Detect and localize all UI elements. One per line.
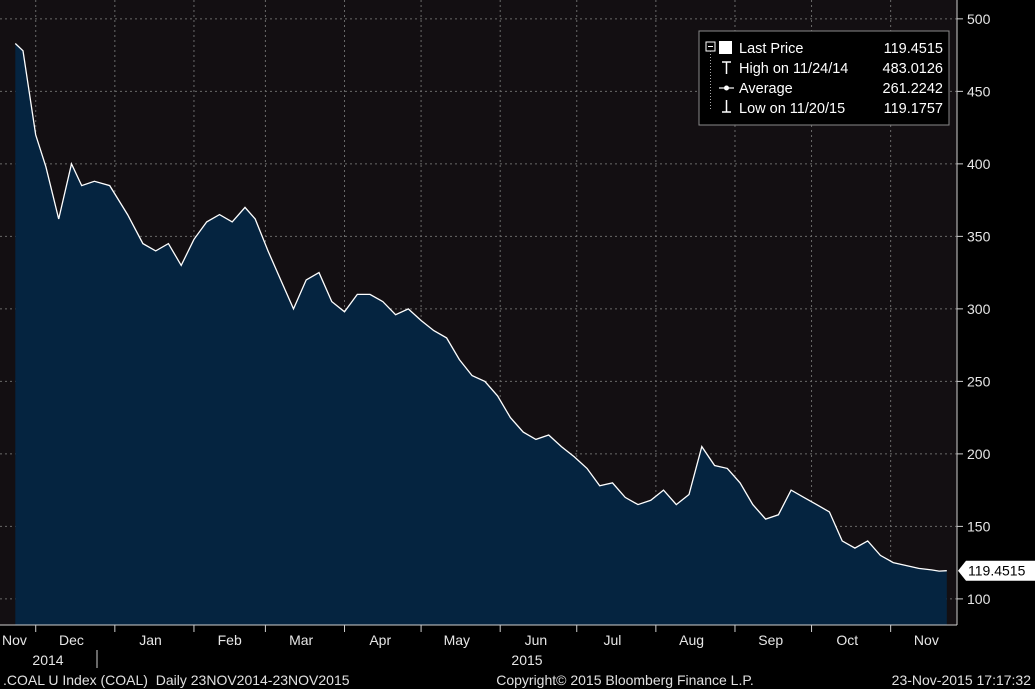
legend-swatch-last-price (719, 41, 732, 54)
legend-box (698, 30, 950, 126)
legend-value-last-price: 119.4515 (884, 41, 943, 57)
legend-label-average: Average (739, 81, 793, 97)
x-tick-label: Nov (914, 632, 939, 648)
footer-timestamp: 23-Nov-2015 17:17:32 (892, 672, 1032, 688)
year-label: 2015 (511, 652, 542, 668)
legend-value-low: 119.1757 (884, 101, 943, 117)
y-tick-label: 450 (967, 83, 991, 99)
x-tick-label: Oct (836, 632, 858, 648)
legend-label-high: High on 11/24/14 (739, 61, 848, 77)
last-value-tag-text: 119.4515 (968, 563, 1026, 579)
y-tick-label: 350 (967, 228, 991, 244)
x-tick-label: Mar (289, 632, 313, 648)
high-marker-icon (722, 61, 731, 74)
y-axis: 100 150 200 250 300 350 400 450 500 (957, 11, 991, 607)
x-tick-label: Jul (604, 632, 622, 648)
y-tick-label: 400 (967, 156, 991, 172)
y-tick-label: 150 (967, 518, 991, 534)
x-tick-label: Jun (525, 632, 548, 648)
legend-label-low: Low on 11/20/15 (739, 101, 845, 117)
y-tick-label: 250 (967, 373, 991, 389)
x-tick-label: Dec (59, 632, 84, 648)
x-tick-label: May (444, 632, 470, 648)
y-tick-label: 500 (967, 11, 991, 27)
last-value-tag-shape (958, 560, 1035, 581)
footer-ticker-info: .COAL U Index (COAL) Daily 23NOV2014-23N… (3, 672, 350, 688)
x-tick-label: Apr (369, 632, 391, 648)
year-label: 2014 (32, 652, 63, 668)
x-tick-label: Sep (758, 632, 783, 648)
last-value-tag: 119.4515 (958, 560, 1035, 581)
y-tick-label: 300 (967, 301, 991, 317)
x-axis: Nov Dec Jan Feb Mar Apr May Jun Jul Aug Sep Oct Nov 2… (2, 625, 939, 668)
legend-label-last-price: Last Price (739, 41, 803, 57)
average-marker-icon (719, 85, 734, 91)
low-marker-icon (722, 100, 731, 113)
footer-copyright: Copyright© 2015 Bloomberg Finance L.P. (496, 672, 754, 688)
x-tick-label: Feb (218, 632, 242, 648)
legend-value-high: 483.0126 (883, 61, 943, 77)
y-tick-label: 100 (967, 591, 991, 607)
price-line (14, 43, 947, 572)
y-tick-label: 200 (967, 446, 991, 462)
legend: Last Price 119.4515 High on 11/24/14 483… (698, 30, 950, 126)
legend-value-average: 261.2242 (883, 81, 943, 97)
x-tick-label: Aug (679, 632, 704, 648)
x-tick-label: Jan (139, 632, 162, 648)
price-area (15, 43, 947, 625)
x-tick-label: Nov (2, 632, 27, 648)
